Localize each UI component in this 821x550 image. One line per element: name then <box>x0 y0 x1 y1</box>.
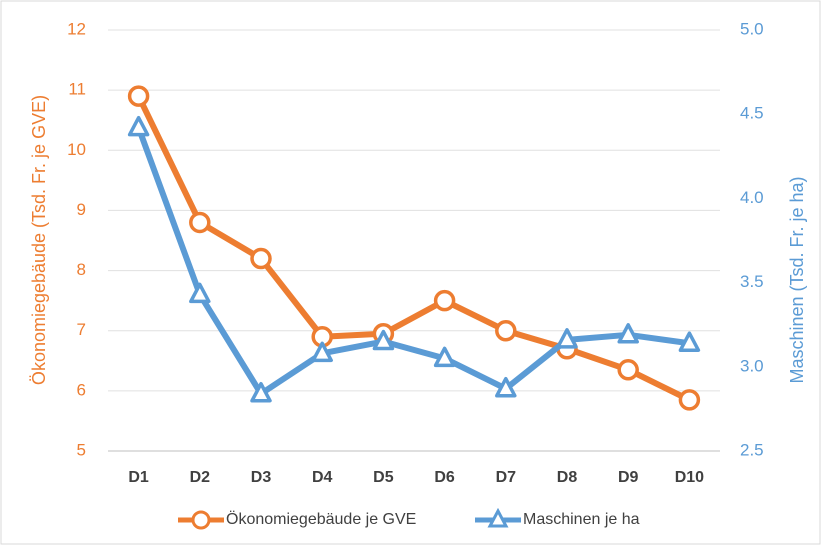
y-tick-label: 5 <box>77 440 86 459</box>
x-tick-label: D7 <box>496 469 517 486</box>
x-tick-label: D4 <box>312 469 333 486</box>
y-tick-label: 7 <box>77 320 86 339</box>
y2-tick-label: 3.5 <box>740 272 764 291</box>
marker <box>250 381 272 403</box>
y-tick-label: 6 <box>77 380 86 399</box>
x-tick-label: D5 <box>373 469 394 486</box>
marker <box>678 389 701 411</box>
y-axis-label: Ökonomiegebäude (Tsd. Fr. je GVE) <box>29 95 49 385</box>
marker <box>433 346 456 368</box>
y2-axis-label: Maschinen (Tsd. Fr. je ha) <box>787 176 807 383</box>
legend-marker <box>487 507 509 528</box>
y-tick-label: 12 <box>67 19 86 38</box>
x-tick-label: D6 <box>434 469 455 486</box>
x-tick-label: D2 <box>190 469 211 486</box>
legend-label: Maschinen je ha <box>523 511 640 528</box>
marker <box>127 115 150 137</box>
x-tick-label: D9 <box>618 469 639 486</box>
y2-tick-label: 4.5 <box>740 104 764 123</box>
x-tick-label: D10 <box>675 469 704 486</box>
y2-tick-label: 2.5 <box>740 440 764 459</box>
marker <box>678 331 701 352</box>
marker <box>189 211 211 234</box>
marker <box>556 328 578 349</box>
marker <box>617 323 639 344</box>
y2-tick-label: 5.0 <box>740 19 764 38</box>
legend-label: Ökonomiegebäude je GVE <box>226 510 416 528</box>
y2-tick-label: 3.0 <box>740 356 764 375</box>
y-tick-label: 11 <box>68 80 86 99</box>
series-line <box>135 94 691 403</box>
marker <box>495 319 517 342</box>
y-tick-label: 9 <box>77 200 86 219</box>
series-line <box>135 126 690 397</box>
marker <box>311 341 333 363</box>
marker <box>189 282 211 304</box>
y-tick-label: 10 <box>67 140 86 159</box>
x-tick-label: D8 <box>557 469 578 486</box>
legend-marker <box>191 510 211 530</box>
x-tick-label: D3 <box>251 469 272 486</box>
marker <box>617 359 639 381</box>
y-tick-label: 8 <box>77 260 86 279</box>
marker <box>372 329 395 351</box>
y2-tick-label: 4.0 <box>740 188 764 207</box>
marker <box>127 85 150 107</box>
marker <box>250 247 272 270</box>
marker <box>433 289 456 312</box>
marker <box>495 376 517 398</box>
x-tick-label: D1 <box>128 469 149 486</box>
